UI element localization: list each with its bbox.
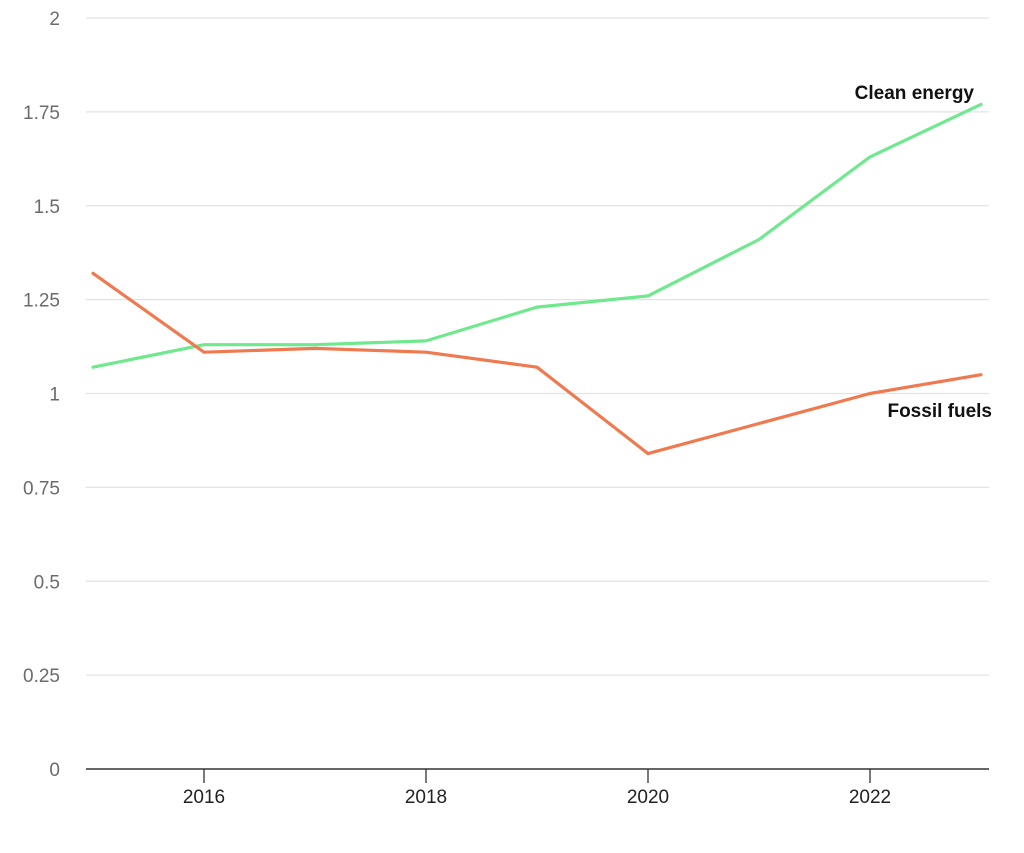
x-tick-label: 2020 [627, 787, 669, 808]
y-tick-label: 1.5 [34, 197, 60, 218]
x-tick-label: 2018 [405, 787, 447, 808]
series-line-clean-energy [91, 102, 983, 369]
series-label-clean-energy: Clean energy [855, 83, 975, 104]
series-line-fossil-fuels [91, 271, 983, 456]
y-axis-ticks: 0 0.25 0.5 0.75 1 1.25 1.5 1.75 2 [23, 9, 60, 781]
y-tick-label: 2 [49, 9, 60, 30]
x-tick-label: 2022 [849, 787, 891, 808]
series-label-fossil-fuels: Fossil fuels [887, 401, 992, 422]
y-tick-label: 0 [49, 760, 60, 781]
y-tick-label: 1.25 [23, 291, 60, 312]
y-tick-label: 0.75 [23, 478, 60, 499]
gridlines [86, 17, 989, 676]
series-lines [91, 102, 983, 456]
x-tick-label: 2016 [183, 787, 225, 808]
x-axis: 2016 2018 2020 2022 [86, 768, 989, 808]
y-tick-label: 1.75 [23, 103, 60, 124]
y-tick-label: 0.5 [34, 572, 60, 593]
y-tick-label: 0.25 [23, 666, 60, 687]
series-labels: Clean energy Fossil fuels [855, 83, 992, 422]
y-tick-label: 1 [49, 385, 60, 406]
